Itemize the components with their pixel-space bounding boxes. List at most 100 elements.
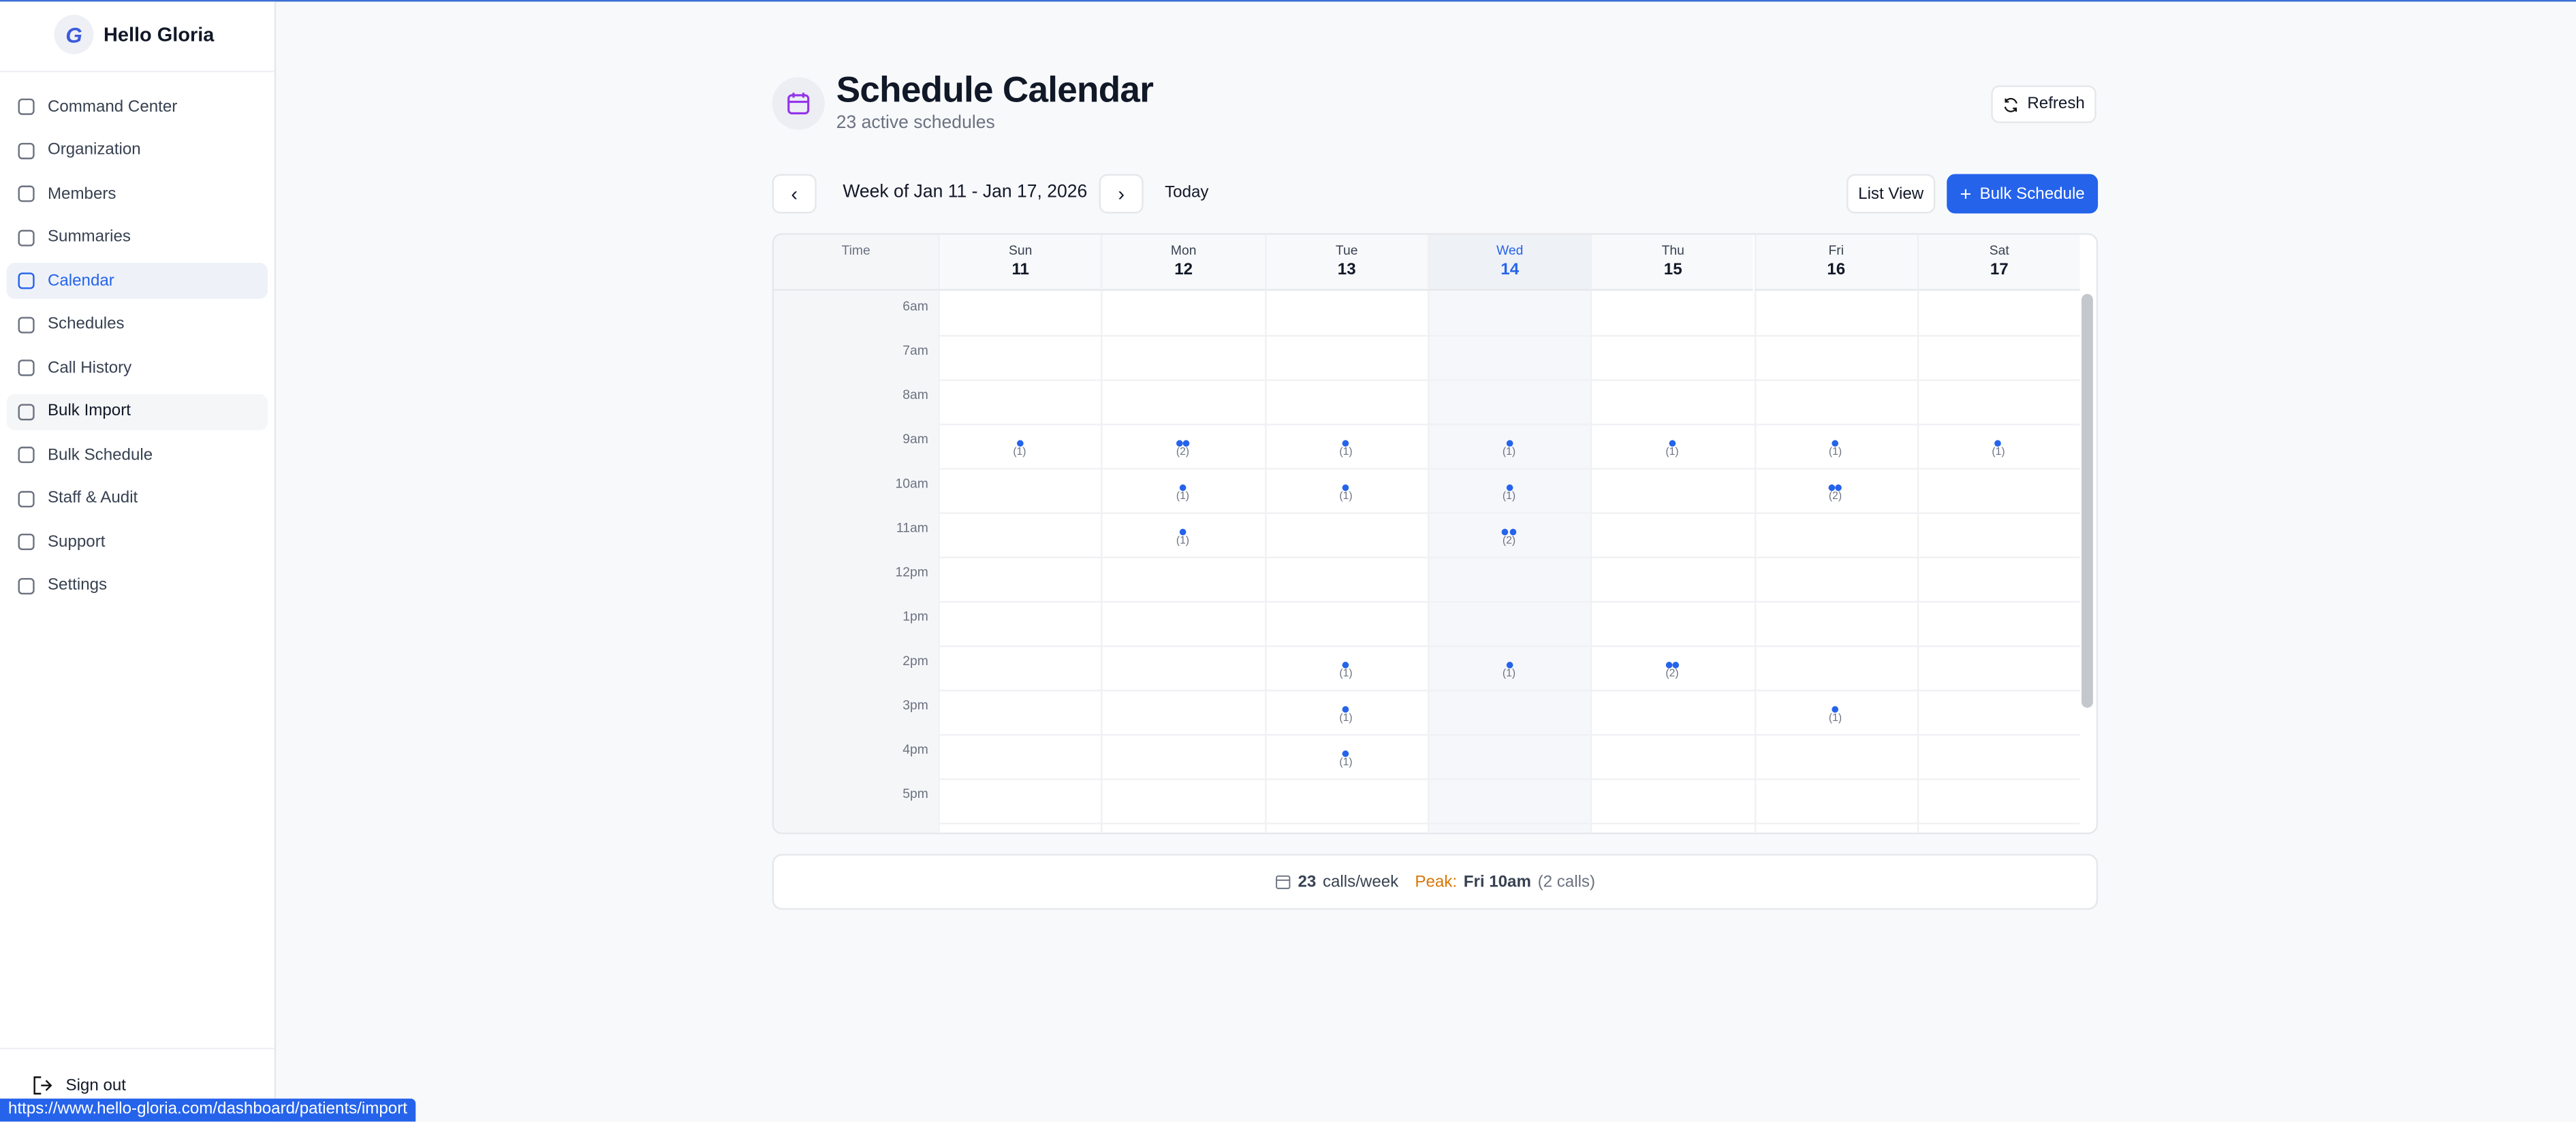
nav-item[interactable]: Summaries (7, 219, 268, 255)
nav-item[interactable]: Bulk Schedule (7, 437, 268, 473)
event-dot[interactable] (1832, 439, 1839, 446)
event-dot[interactable] (1995, 439, 2002, 446)
divider (0, 70, 274, 73)
day-date: 11 (1011, 261, 1029, 280)
nav-item[interactable]: Schedules (7, 306, 268, 342)
prev-week[interactable]: ‹ (772, 174, 817, 214)
event-count: (2) (1665, 668, 1679, 680)
nav-label: Support (47, 532, 106, 551)
day-name: Fri (1828, 242, 1844, 258)
summary-bar: 23 calls/week Peak: Fri 10am (2 calls) (772, 854, 2099, 910)
event-dot[interactable] (1342, 483, 1349, 490)
icon (18, 359, 35, 376)
today-column (1427, 290, 1591, 833)
event-dot[interactable] (1672, 660, 1680, 668)
event-dot[interactable] (1342, 750, 1349, 756)
nav-label: Summaries (47, 228, 131, 246)
sidebar: G Hello Gloria Sign out Command Center Or… (0, 1, 277, 1122)
event-dot[interactable] (1828, 483, 1835, 490)
time-header: Time (774, 234, 939, 291)
calendar: 6am 7am 8am 9am (1) (2) (1) (1) (1) (1) (1) 10am (1)… (772, 233, 2099, 835)
nav-item[interactable]: Calendar (6, 262, 268, 299)
day-date: 12 (1174, 261, 1193, 280)
time-label: 10am (895, 476, 928, 492)
time-label: 3pm (902, 698, 928, 713)
day-header: Wed 14 (1427, 234, 1591, 291)
day-header: Sun 11 (938, 234, 1101, 291)
time-label: 5pm (902, 786, 928, 802)
bulk-schedule-label: Bulk Schedule (1979, 185, 2085, 203)
event-dot[interactable] (1665, 660, 1672, 668)
event-dot[interactable] (1505, 439, 1513, 446)
day-date: 17 (1990, 261, 2009, 280)
row-line (938, 512, 2080, 514)
column-line (938, 290, 940, 833)
event-count: (1) (1828, 712, 1842, 724)
next-week[interactable]: › (1099, 174, 1144, 214)
day-date: 15 (1663, 261, 1682, 280)
event-dot[interactable] (1832, 705, 1839, 712)
event-dot[interactable] (1179, 483, 1187, 490)
time-label: 7am (902, 343, 928, 358)
nav-item[interactable]: Organization (7, 132, 268, 168)
nav-item[interactable]: Command Center (7, 89, 268, 125)
nav-item[interactable]: Bulk Import (6, 393, 268, 430)
icon (18, 98, 35, 115)
nav-item[interactable]: Call History (7, 350, 268, 386)
row-line (938, 822, 2080, 824)
event-dot[interactable] (1502, 528, 1509, 535)
nav-label: Settings (47, 576, 108, 595)
refresh-button[interactable]: Refresh (1991, 85, 2096, 123)
nav-item[interactable]: Staff & Audit (7, 481, 268, 517)
scrollbar (2081, 293, 2093, 708)
app-name: Hello Gloria (103, 22, 215, 46)
event-dot[interactable] (1342, 705, 1349, 712)
row-line (938, 556, 2080, 559)
icon (33, 1076, 52, 1095)
event-dot[interactable] (1342, 439, 1349, 446)
column-line (1753, 290, 1756, 833)
peak-calls: (2 calls) (1537, 872, 1596, 891)
day-header: Fri 16 (1753, 234, 1917, 291)
column-line (1590, 290, 1592, 833)
event-dot[interactable] (1505, 483, 1513, 490)
icon (18, 577, 35, 594)
icon (18, 447, 35, 464)
today-button[interactable]: Today (1165, 184, 1209, 202)
list-view-button[interactable]: List View (1847, 174, 1936, 214)
nav-item[interactable]: Members (7, 176, 268, 212)
event-count: (1) (1339, 491, 1353, 503)
time-label: 6am (902, 298, 928, 314)
event-dot[interactable] (1505, 660, 1513, 668)
sign-out-label: Sign out (65, 1076, 127, 1095)
event-dot[interactable] (1669, 439, 1676, 446)
refresh-label: Refresh (2027, 95, 2085, 114)
nav-item[interactable]: Settings (7, 567, 268, 603)
event-count: (1) (1339, 668, 1353, 680)
time-label: 11am (896, 520, 928, 536)
event-dot[interactable] (1836, 483, 1842, 490)
nav-item[interactable]: Support (7, 524, 268, 560)
event-dot[interactable] (1342, 660, 1349, 668)
icon (18, 403, 35, 420)
event-count: (2) (1176, 447, 1190, 458)
sign-out[interactable]: Sign out (33, 1076, 126, 1095)
event-count: (1) (1176, 535, 1190, 547)
nav-label: Schedules (47, 315, 125, 334)
event-dot[interactable] (1176, 439, 1182, 446)
event-count: (1) (1339, 712, 1353, 724)
day-name: Tue (1335, 242, 1358, 258)
week-label: Week of Jan 11 - Jan 17, 2026 (843, 182, 1088, 202)
bulk-schedule-button[interactable]: + Bulk Schedule (1947, 174, 2099, 214)
time-label: 12pm (895, 564, 928, 580)
page-subtitle: 23 active schedules (836, 113, 995, 133)
event-count: (1) (1992, 447, 2005, 458)
event-dot[interactable] (1183, 439, 1190, 446)
icon (18, 229, 35, 246)
event-dot[interactable] (1016, 439, 1023, 446)
event-dot[interactable] (1179, 528, 1187, 535)
event-dot[interactable] (1509, 528, 1516, 535)
icon (18, 272, 35, 289)
day-name: Wed (1496, 242, 1524, 258)
